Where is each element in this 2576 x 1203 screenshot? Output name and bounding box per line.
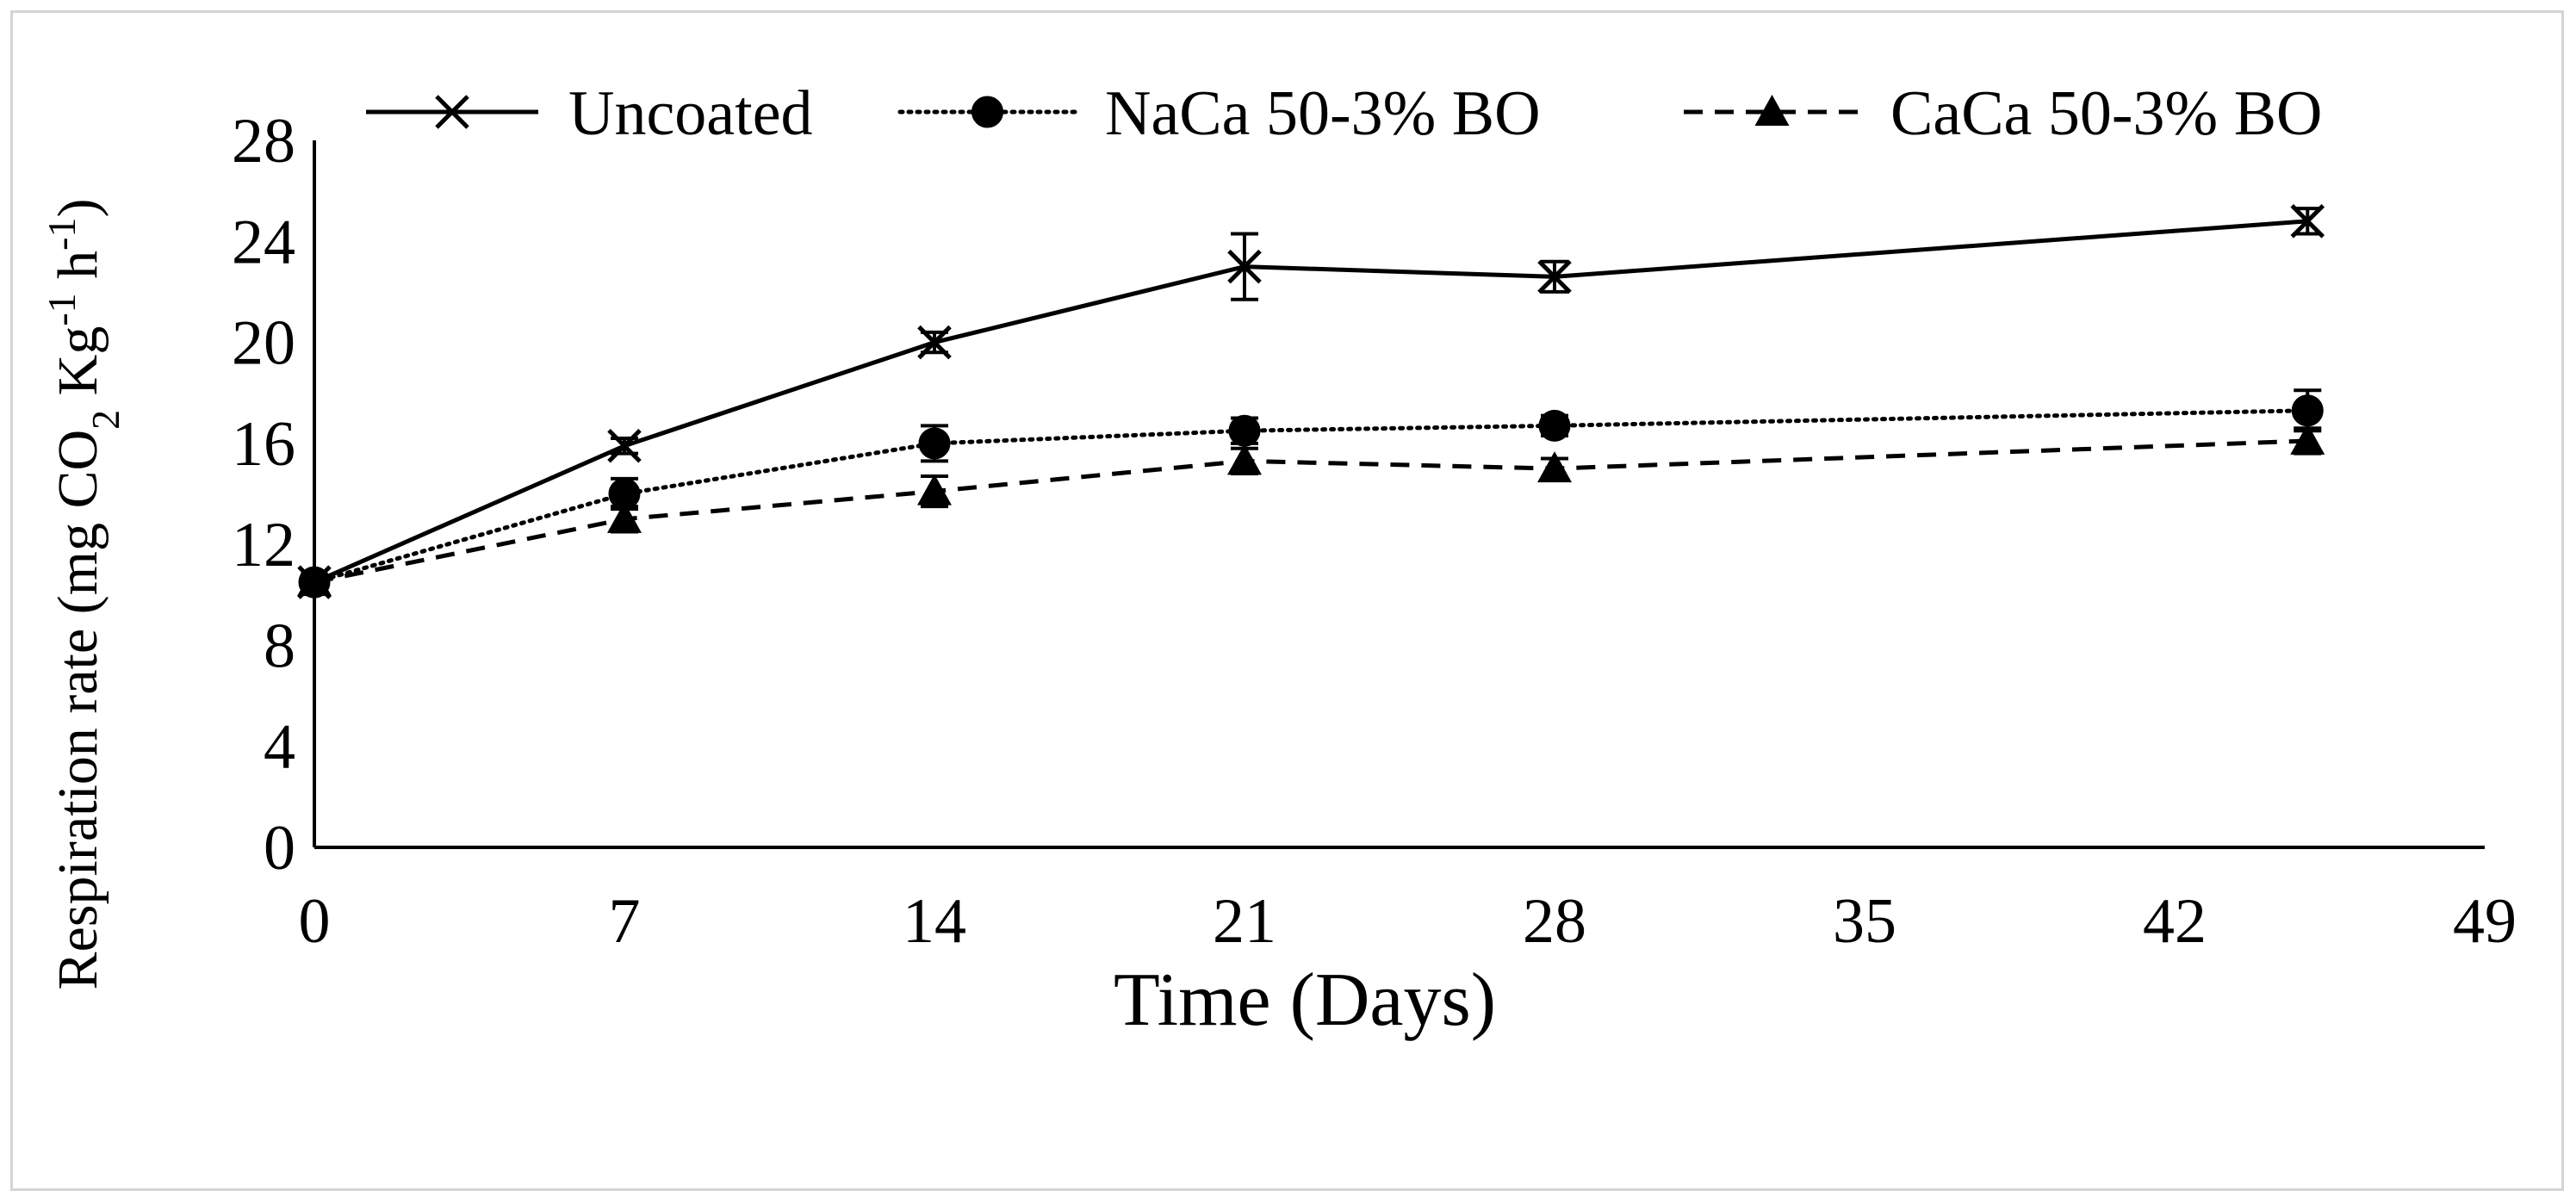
series-line: [313, 438, 2308, 585]
series-layer: [297, 204, 2325, 599]
data-point: [1537, 259, 1572, 295]
legend-marker: [435, 95, 469, 129]
data-point: [917, 474, 952, 505]
marker-stroke: [1537, 259, 1572, 295]
marker-stroke: [917, 325, 952, 360]
data-point: [1227, 443, 1262, 475]
y-tick-label: 16: [232, 409, 295, 480]
x-tick-label: 14: [903, 886, 966, 957]
data-point: [918, 427, 951, 460]
data-point: [607, 429, 642, 463]
x-tick-label: 7: [609, 886, 641, 957]
axes: [313, 140, 2485, 849]
x-tick-label: 21: [1213, 886, 1276, 957]
legend-marker: [971, 96, 1003, 128]
chart-frame: [10, 10, 2564, 1191]
y-tick-label: 0: [264, 813, 295, 884]
data-point: [1538, 409, 1571, 442]
y-axis-title-sup2: -1: [40, 217, 84, 250]
legend-label: Uncoated: [568, 78, 813, 149]
y-axis-title-sub: 2: [84, 410, 127, 430]
legend-label: NaCa 50-3% BO: [1105, 78, 1541, 149]
legend: Uncoated NaCa 50-3% BO CaCa 50-3% BO: [366, 78, 2323, 149]
data-point: [2290, 423, 2325, 455]
marker-stroke: [435, 95, 469, 129]
x-tick-label: 49: [2453, 886, 2517, 957]
series-caca-50-3-bo: [297, 423, 2325, 597]
legend-label: CaCa 50-3% BO: [1890, 78, 2323, 149]
marker-stroke: [607, 429, 642, 463]
marker-stroke: [2290, 204, 2325, 239]
x-tick-label: 35: [1833, 886, 1896, 957]
series-line: [313, 219, 2308, 585]
legend-item: NaCa 50-3% BO: [897, 78, 1541, 149]
y-tick-label: 28: [232, 106, 295, 177]
data-point: [1227, 249, 1262, 284]
x-tick-label: 0: [299, 886, 331, 957]
x-tick-label: 42: [2143, 886, 2207, 957]
y-axis-title-end: ): [47, 199, 109, 218]
legend-item: Uncoated: [366, 78, 813, 149]
x-axis-ticks: 0 7 14 21 28 35 42 49: [299, 886, 2517, 957]
marker-stroke: [1227, 249, 1262, 284]
y-tick-label: 8: [264, 611, 295, 681]
y-axis-title-main: Respiration rate (mg CO: [47, 430, 109, 990]
y-tick-label: 20: [232, 308, 295, 379]
legend-marker: [1754, 95, 1790, 126]
y-axis-title-sup1: -1: [40, 293, 84, 326]
data-point: [1537, 451, 1572, 483]
data-point: [917, 325, 952, 360]
x-axis-title: Time (Days): [1114, 958, 1496, 1042]
data-point: [607, 501, 642, 533]
series-uncoated: [297, 204, 2325, 599]
y-tick-label: 4: [264, 712, 295, 783]
data-point: [2290, 204, 2325, 239]
series-line: [312, 408, 2310, 585]
data-point: [1228, 414, 1261, 447]
x-tick-label: 28: [1523, 886, 1586, 957]
data-point: [297, 565, 332, 597]
series-naca-50-3-bo: [298, 388, 2324, 598]
legend-item: CaCa 50-3% BO: [1684, 78, 2323, 149]
y-axis-ticks: 0 4 8 12 16 20 24 28: [232, 106, 295, 884]
y-axis-title-mid: Kg: [47, 326, 109, 410]
data-point: [2291, 394, 2324, 427]
y-axis-title-mid2: h: [47, 251, 109, 294]
y-tick-label: 12: [232, 510, 295, 580]
y-tick-label: 24: [232, 207, 295, 277]
y-axis-title: Respiration rate (mg CO2 Kg-1 h-1): [40, 199, 127, 990]
